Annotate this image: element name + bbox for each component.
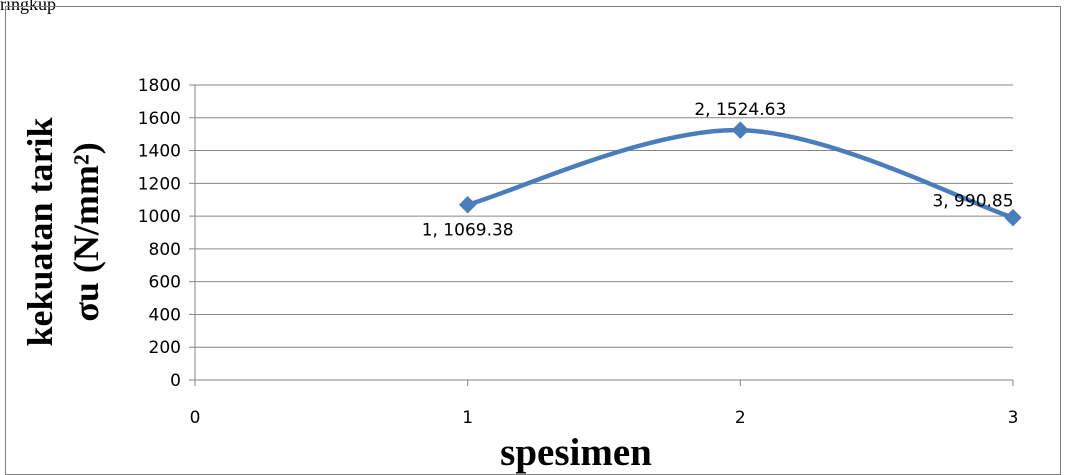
y-tick-label-0: 0 [170, 371, 181, 391]
y-tick-labels: 0 200 400 600 800 1000 1200 1400 1600 1800 [138, 76, 181, 391]
data-label-3: 3, 990.85 [932, 192, 1013, 212]
y-axis-title-line2: σu (N/mm²) [66, 142, 106, 321]
y-tick-label-200: 200 [149, 338, 181, 358]
y-axis-title-line1: kekuatan tarik [20, 117, 60, 346]
x-tick-label-0: 0 [190, 408, 201, 428]
data-point-2 [731, 121, 750, 139]
y-tick-label-400: 400 [149, 305, 181, 325]
data-label-2: 2, 1524.63 [694, 100, 786, 120]
gridlines [195, 84, 1013, 348]
series-line [467, 127, 1014, 220]
x-axis-title: spesimen [500, 431, 652, 474]
y-tick-label-1200: 1200 [138, 174, 181, 194]
data-labels: 1, 1069.38 2, 1524.63 3, 990.85 [422, 100, 1014, 241]
series-markers [458, 121, 1022, 227]
y-tick-label-1400: 1400 [138, 142, 181, 162]
x-tick-label-3: 3 [1008, 408, 1019, 428]
data-point-3 [1004, 208, 1022, 227]
y-tick-label-600: 600 [149, 273, 181, 293]
x-tick-label-2: 2 [735, 408, 746, 428]
data-label-1: 1, 1069.38 [422, 221, 514, 241]
data-point-1 [458, 196, 477, 214]
x-tick-label-1: 1 [462, 408, 473, 428]
x-tick-labels: 0 1 2 3 [190, 408, 1019, 428]
y-tick-label-1800: 1800 [138, 76, 181, 96]
y-tick-label-1000: 1000 [138, 207, 181, 227]
axes [189, 84, 1014, 386]
y-tick-label-800: 800 [149, 240, 181, 260]
y-tick-label-1600: 1600 [138, 109, 181, 129]
